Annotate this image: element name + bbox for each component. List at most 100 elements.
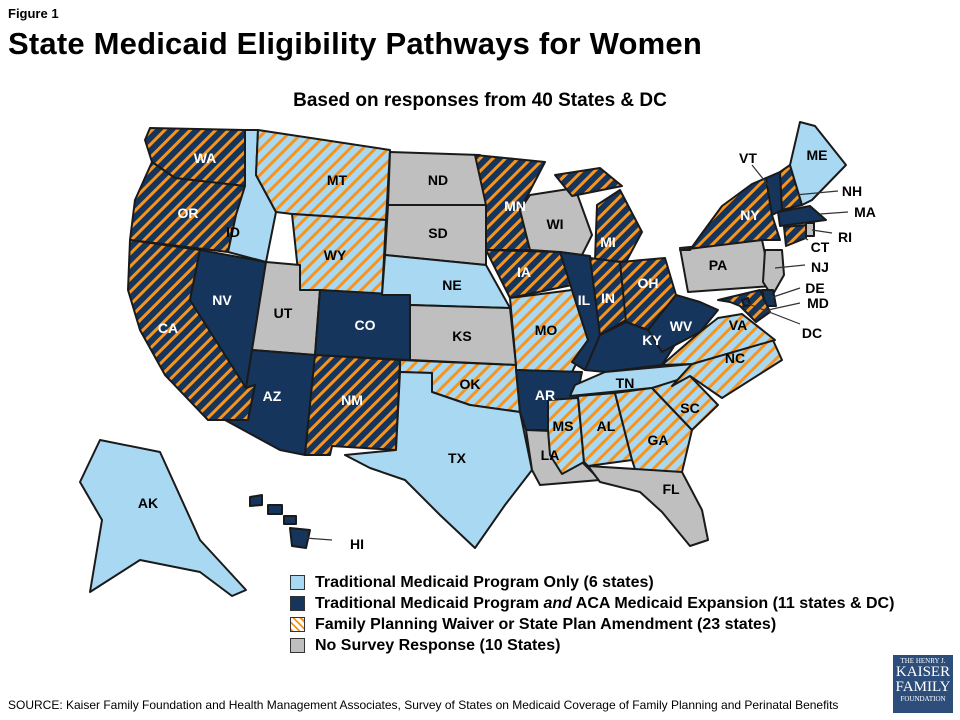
leader-line: [799, 234, 809, 241]
state-label: CA: [158, 320, 178, 336]
state-label: NV: [212, 292, 232, 308]
logo-line: THE HENRY J.: [900, 657, 946, 665]
state-label: IN: [601, 290, 615, 306]
state-label: ID: [226, 224, 240, 240]
state-ak: [79, 439, 247, 597]
state-fl: [587, 465, 709, 547]
state-label: VT: [739, 150, 757, 166]
state-label: SD: [428, 225, 447, 241]
state-dc: [741, 297, 751, 307]
state-mt: [255, 129, 391, 221]
figure-label: Figure 1: [8, 6, 59, 21]
leader-line: [751, 164, 773, 191]
legend-label: No Survey Response (10 States): [315, 636, 561, 654]
leader-line: [767, 302, 801, 311]
page-title: State Medicaid Eligibility Pathways for …: [8, 26, 703, 61]
state-label: CO: [355, 317, 376, 333]
state-ri: [805, 222, 815, 237]
state-label: NM: [341, 392, 363, 408]
state-label: UT: [274, 305, 293, 321]
logo-line: KAISER: [895, 664, 951, 680]
logo-line: FOUNDATION: [900, 695, 946, 703]
state-label: AZ: [263, 388, 282, 404]
state-ny: [679, 177, 781, 251]
leader-line: [819, 211, 849, 215]
state-hi: [249, 494, 263, 507]
state-ma: [777, 205, 827, 227]
state-label: IL: [578, 292, 591, 308]
state-label: WV: [670, 318, 693, 334]
state-hi: [283, 515, 297, 525]
state-hi: [289, 527, 311, 549]
state-label: NJ: [811, 259, 829, 275]
state-label: DC: [802, 325, 822, 341]
state-label: FL: [662, 481, 680, 497]
legend-label: ACA Medicaid Expansion (11 states & DC): [571, 594, 895, 612]
leader-line: [304, 537, 333, 541]
state-label: HI: [350, 536, 364, 552]
state-label: SC: [680, 400, 699, 416]
leader-line: [745, 302, 801, 325]
leader-line: [769, 287, 801, 299]
state-label: NE: [442, 277, 461, 293]
state-label: NC: [725, 350, 745, 366]
state-label: MN: [504, 198, 526, 214]
legend-swatch: [290, 575, 305, 590]
state-label: MO: [535, 322, 558, 338]
state-label: ND: [428, 172, 448, 188]
legend-item-no-response: No Survey Response (10 States): [290, 635, 894, 656]
state-label: TN: [616, 375, 635, 391]
state-label: AR: [535, 387, 555, 403]
legend-label: Family Planning Waiver or State Plan Ame…: [315, 615, 777, 633]
state-label: TX: [448, 450, 467, 466]
state-label: OK: [460, 376, 481, 392]
state-wv: [647, 294, 719, 353]
legend-swatch: [290, 617, 305, 632]
state-label: RI: [838, 229, 852, 245]
state-label: WY: [324, 247, 347, 263]
state-label: PA: [709, 257, 727, 273]
legend: Traditional Medicaid Program Only (6 sta…: [290, 572, 894, 656]
subtitle: Based on responses from 40 States & DC: [293, 90, 667, 111]
state-label: MI: [600, 234, 616, 250]
state-label: WA: [194, 150, 217, 166]
state-label: LA: [541, 447, 560, 463]
state-label: VA: [729, 317, 747, 333]
leader-line: [774, 264, 806, 269]
legend-swatch: [290, 596, 305, 611]
state-label: ME: [807, 147, 828, 163]
state-hi: [267, 504, 283, 515]
legend-label: Traditional Medicaid Program Only (6 sta…: [315, 573, 654, 591]
state-ct: [783, 224, 807, 247]
state-label: WI: [546, 216, 563, 232]
legend-item-expansion: Traditional Medicaid Program and ACA Med…: [290, 593, 894, 614]
state-label: MS: [553, 418, 574, 434]
state-label: CT: [811, 239, 830, 255]
state-label: NY: [740, 207, 760, 223]
state-label: AL: [597, 418, 616, 434]
state-label: AK: [138, 495, 158, 511]
leader-line: [811, 229, 833, 234]
logo-line: FAMILY: [895, 679, 951, 695]
state-label: NH: [842, 183, 862, 199]
state-label: KY: [642, 332, 662, 348]
state-label: KS: [452, 328, 471, 344]
state-label: GA: [648, 432, 669, 448]
legend-item-traditional-only: Traditional Medicaid Program Only (6 sta…: [290, 572, 894, 593]
state-tx: [344, 371, 533, 549]
state-mi: [554, 167, 623, 197]
state-al: [577, 392, 633, 467]
state-label: DE: [805, 280, 824, 296]
state-label: IA: [517, 264, 531, 280]
legend-item-family-planning: Family Planning Waiver or State Plan Ame…: [290, 614, 894, 635]
leader-line: [794, 190, 839, 196]
state-label: MA: [854, 204, 876, 220]
state-nj: [762, 249, 785, 297]
legend-swatch: [290, 638, 305, 653]
state-label: OH: [638, 275, 659, 291]
state-mi: [594, 189, 643, 263]
state-label: MT: [327, 172, 348, 188]
legend-label-emphasis: and: [543, 594, 572, 612]
source-note: SOURCE: Kaiser Family Foundation and Hea…: [8, 698, 839, 712]
